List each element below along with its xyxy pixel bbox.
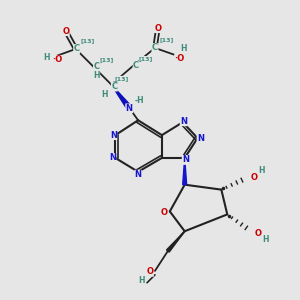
Text: H: H xyxy=(180,44,187,53)
Polygon shape xyxy=(167,231,185,252)
Text: C: C xyxy=(152,44,158,52)
Text: O: O xyxy=(154,24,161,33)
Text: H: H xyxy=(263,235,269,244)
Text: N: N xyxy=(135,170,142,179)
Text: O: O xyxy=(254,229,262,238)
Polygon shape xyxy=(183,158,187,185)
Text: [13]: [13] xyxy=(160,38,174,43)
Text: O: O xyxy=(160,208,167,217)
Text: N: N xyxy=(109,153,116,162)
Text: ·O: ·O xyxy=(52,55,62,64)
Text: O: O xyxy=(250,173,257,182)
Text: ·O: ·O xyxy=(175,54,185,63)
Text: O: O xyxy=(62,27,69,36)
Text: H: H xyxy=(44,53,50,62)
Text: H: H xyxy=(138,276,144,285)
Text: N: N xyxy=(197,134,204,142)
Text: N: N xyxy=(110,130,117,140)
Text: C: C xyxy=(93,62,100,71)
Text: H: H xyxy=(259,166,265,175)
Polygon shape xyxy=(111,85,130,108)
Text: N: N xyxy=(126,104,133,113)
Text: O: O xyxy=(146,267,154,276)
Text: C: C xyxy=(133,61,139,70)
Text: H: H xyxy=(101,90,108,99)
Text: H: H xyxy=(93,71,100,80)
Text: [13]: [13] xyxy=(80,38,95,43)
Text: C: C xyxy=(111,82,117,91)
Text: [13]: [13] xyxy=(99,57,113,62)
Text: N: N xyxy=(180,117,187,126)
Text: [13]: [13] xyxy=(139,56,153,61)
Text: [13]: [13] xyxy=(114,76,128,81)
Text: -H: -H xyxy=(134,96,144,105)
Text: C: C xyxy=(74,44,80,53)
Text: N: N xyxy=(182,155,189,164)
